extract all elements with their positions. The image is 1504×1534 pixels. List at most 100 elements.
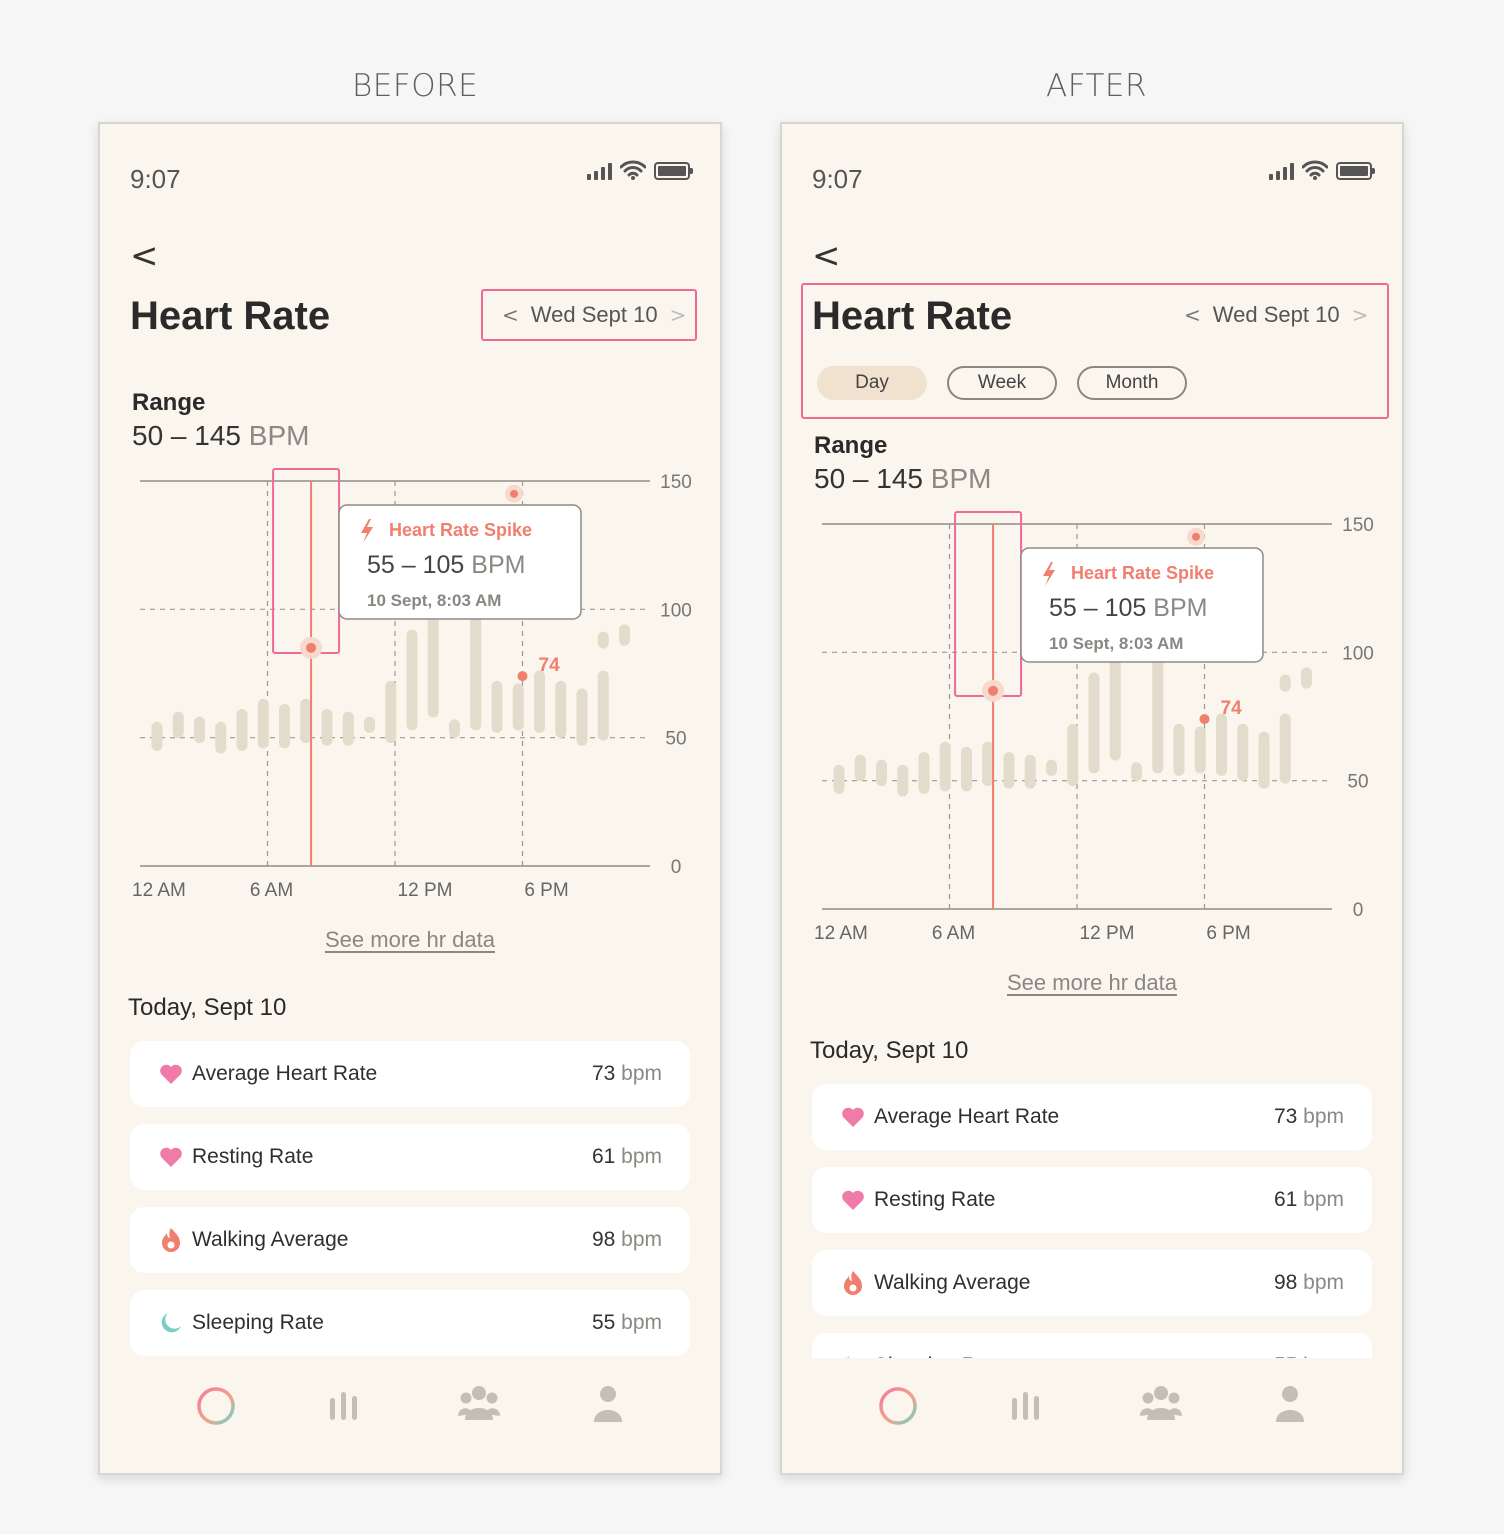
profile-icon [1272, 1386, 1308, 1428]
next-date-chevron-icon[interactable]: > [1351, 303, 1369, 327]
range-value: 50 – 145 BPM [132, 420, 309, 452]
tooltip-timestamp: 10 Sept, 8:03 AM [367, 591, 501, 610]
heart-icon [158, 1063, 184, 1085]
stat-value: 55 bpm [592, 1311, 662, 1335]
back-button[interactable]: < [812, 236, 841, 276]
y-tick-label: 100 [660, 600, 692, 621]
stat-card-resting-rate[interactable]: Resting Rate 61 bpm [812, 1167, 1372, 1233]
spike-tooltip: Heart Rate Spike 55 – 105 BPM 10 Sept, 8:0… [338, 504, 582, 620]
page-title: Heart Rate [812, 294, 1013, 338]
spike-tooltip: Heart Rate Spike 55 – 105 BPM 10 Sept, 8:0… [1020, 547, 1264, 663]
period-tabs: Day Week Month [817, 366, 1187, 400]
stat-unit: bpm [1297, 1354, 1344, 1358]
stat-card-resting-rate[interactable]: Resting Rate 61 bpm [130, 1124, 690, 1190]
stat-number: 55 [591, 1311, 616, 1334]
flame-icon [840, 1270, 866, 1296]
prev-date-chevron-icon[interactable]: < [1184, 303, 1201, 327]
status-time: 9:07 [130, 164, 181, 194]
x-tick-label: 6 PM [524, 880, 568, 901]
prev-date-chevron-icon[interactable]: < [502, 303, 519, 327]
heart-rate-chart[interactable]: 0 50 100 150 74 12 AM 6 AM 12 PM 6 PM Heart Rate … [802, 507, 1382, 947]
tooltip-range: 55 – 105 BPM [1049, 594, 1207, 622]
back-button[interactable]: < [130, 236, 159, 276]
stat-number: 98 [1273, 1271, 1298, 1294]
date-label: Wed Sept 10 [1212, 302, 1340, 327]
y-tick-label: 150 [660, 472, 692, 493]
range-label: Range [132, 389, 206, 416]
stat-card-walking-average[interactable]: Walking Average 98 bpm [812, 1250, 1372, 1316]
stats-list: Average Heart Rate 73 bpm Resting Rate 61 b… [100, 124, 720, 1358]
date-label: Wed Sept 10 [530, 302, 658, 327]
nav-profile[interactable] [590, 1384, 626, 1429]
stat-number: 61 [1273, 1188, 1298, 1211]
heart-icon [840, 1189, 866, 1211]
heart-icon [840, 1106, 866, 1128]
activity-bars-icon [1008, 1392, 1048, 1428]
stat-label: Resting Rate [192, 1145, 314, 1168]
heart-icon [158, 1146, 184, 1168]
stat-label: Walking Average [874, 1271, 1031, 1294]
x-tick-label: 12 PM [398, 880, 453, 901]
nav-ring[interactable] [194, 1384, 238, 1433]
stat-label: Resting Rate [874, 1188, 996, 1211]
nav-profile[interactable] [1272, 1384, 1308, 1429]
nav-community[interactable] [1138, 1384, 1184, 1429]
stat-card-average-heart-rate[interactable]: Average Heart Rate 73 bpm [130, 1041, 690, 1107]
stat-value: 73 bpm [592, 1062, 662, 1086]
after-label: AFTER [1046, 68, 1148, 104]
today-header: Today, Sept 10 [810, 1037, 969, 1064]
y-tick-label: 0 [671, 857, 682, 878]
nav-activity-bars[interactable] [1008, 1384, 1048, 1429]
lightning-icon [361, 519, 373, 543]
status-icons [587, 160, 693, 180]
see-more-link[interactable]: See more hr data [1007, 970, 1177, 995]
wifi-icon [620, 160, 646, 180]
x-tick-label: 6 PM [1206, 923, 1250, 944]
next-date-chevron-icon[interactable]: > [669, 303, 687, 327]
tab-month[interactable]: Month [1077, 366, 1187, 400]
today-header: Today, Sept 10 [128, 994, 287, 1021]
stat-unit: bpm [1297, 1105, 1344, 1128]
tooltip-title: Heart Rate Spike [1071, 563, 1214, 583]
stat-card-walking-average[interactable]: Walking Average 98 bpm [130, 1207, 690, 1273]
before-phone-screen: 9:07 < Heart Rate < Wed Sept 10 > Range … [98, 122, 722, 1475]
profile-icon [590, 1386, 626, 1428]
nav-community[interactable] [456, 1384, 502, 1429]
stat-number: 73 [591, 1062, 616, 1085]
tooltip-title: Heart Rate Spike [389, 520, 532, 540]
date-navigator: < Wed Sept 10 > [1184, 302, 1368, 328]
date-navigator: < Wed Sept 10 > [502, 302, 686, 328]
lightning-icon [1043, 562, 1055, 586]
x-tick-label: 6 AM [250, 880, 293, 901]
stat-value: 61 bpm [1274, 1188, 1344, 1212]
y-tick-label: 50 [1347, 772, 1368, 793]
ring-icon [194, 1387, 238, 1432]
latest-value-label: 74 [539, 655, 561, 676]
stat-number: 98 [591, 1228, 616, 1251]
tab-day[interactable]: Day [817, 366, 927, 400]
see-more-link[interactable]: See more hr data [325, 927, 495, 952]
stat-label: Average Heart Rate [192, 1062, 378, 1085]
nav-activity-bars[interactable] [326, 1384, 366, 1429]
stat-value: 73 bpm [1274, 1105, 1344, 1129]
moon-icon [158, 1311, 184, 1335]
nav-ring[interactable] [876, 1384, 920, 1433]
battery-icon [1336, 162, 1375, 180]
community-icon [1138, 1386, 1184, 1428]
header-highlight [801, 283, 1389, 419]
tab-week[interactable]: Week [947, 366, 1057, 400]
stat-unit: bpm [1297, 1188, 1344, 1211]
peak-marker-dot [510, 489, 518, 498]
before-label: BEFORE [352, 68, 479, 104]
range-label: Range [814, 432, 888, 459]
range-numbers: 50 – 145 [814, 463, 923, 494]
after-phone-screen: 9:07 < Heart Rate < Wed Sept 10 > Day We… [780, 122, 1404, 1475]
stat-value: 55 bpm [1274, 1354, 1344, 1358]
selected-point-dot [988, 685, 999, 696]
stat-card-average-heart-rate[interactable]: Average Heart Rate 73 bpm [812, 1084, 1372, 1150]
heart-rate-chart[interactable]: 0 50 100 150 74 12 AM 6 AM 12 PM 6 PM Heart Rate … [120, 464, 700, 904]
battery-icon [654, 162, 693, 180]
bottom-nav [782, 1384, 1402, 1444]
